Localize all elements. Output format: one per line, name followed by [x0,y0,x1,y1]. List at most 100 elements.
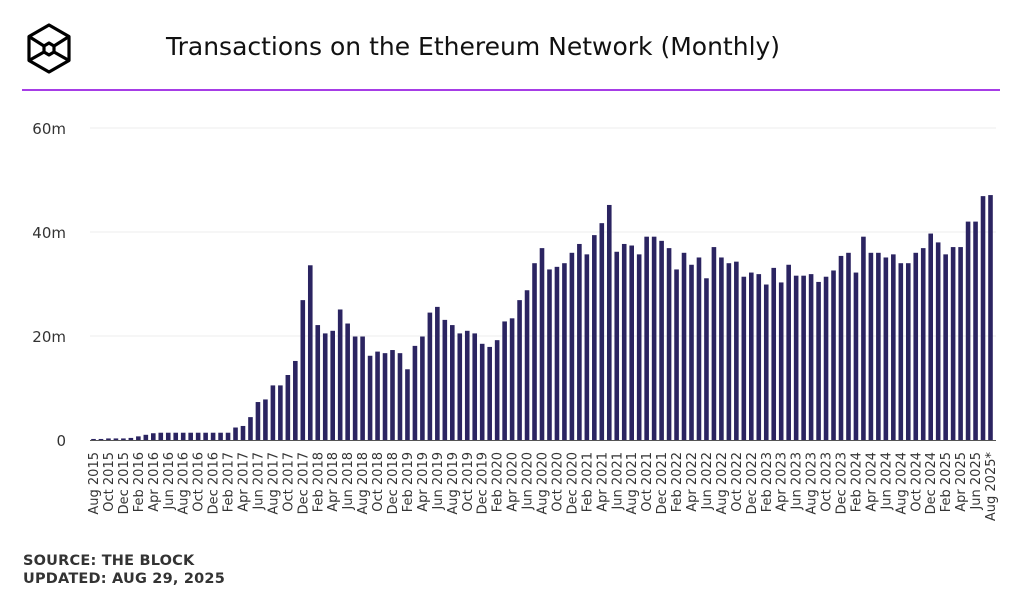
x-tick-label: Oct 2021 [640,452,655,512]
bar [487,346,492,440]
bar [360,336,365,440]
header-divider [22,89,1000,91]
bar [457,333,463,440]
x-tick-label: Jun 2018 [341,452,356,511]
bar [494,340,500,440]
bar [255,402,261,440]
bar [158,432,164,440]
x-tick-label: Jun 2016 [162,452,177,511]
bar [868,252,874,440]
bar [270,385,276,440]
x-tick-label: Dec 2019 [476,452,491,514]
bar [988,195,993,440]
bar [517,300,522,440]
bar [891,254,896,440]
x-tick-label: Aug 2019 [446,452,461,515]
x-tick-label: Aug 2023 [805,452,820,515]
bar [113,438,119,440]
x-tick-label: Aug 2022 [715,452,730,515]
x-tick-label: Aug 2018 [356,452,371,515]
bar [472,333,478,440]
bar [749,272,754,440]
bar [905,263,911,440]
bar [502,321,507,440]
bar [464,330,470,440]
bar [651,236,657,440]
x-tick-label: Oct 2018 [371,452,386,512]
bar [278,385,283,440]
y-tick-label: 60m [32,120,66,138]
bar [263,399,268,440]
bar [307,265,313,440]
bar [629,245,634,440]
bar [569,252,575,440]
x-tick-label: Dec 2018 [386,452,401,514]
bar [412,345,418,440]
x-tick-label: Aug 2025* [984,452,999,522]
bar [106,438,111,440]
bar [233,427,238,440]
bar [592,235,597,440]
chart-title: Transactions on the Ethereum Network (Mo… [166,32,781,61]
y-tick-label: 20m [32,328,66,346]
bar [180,432,186,440]
bar [898,263,904,440]
bar [659,240,664,440]
bar [883,257,889,440]
x-tick-label: Jun 2022 [700,452,715,511]
bar [913,252,919,440]
bar [203,432,208,440]
bar [322,333,328,440]
bar [225,432,231,440]
x-tick-label: Aug 2021 [625,452,640,515]
bar [367,355,373,440]
bar [741,276,747,440]
bar [554,266,560,440]
x-tick-label: Oct 2024 [909,452,924,512]
bar [390,350,395,440]
bar [524,290,530,440]
bar [674,269,679,440]
x-tick-label: Jun 2025 [969,452,984,511]
x-tick-label: Dec 2021 [655,452,670,514]
x-tick-label: Dec 2015 [117,452,132,514]
bar [838,255,844,440]
y-tick-label: 40m [32,224,66,242]
bar [405,369,410,440]
bar [943,254,948,440]
bar [950,247,956,440]
bar [816,281,821,440]
bar [644,236,649,440]
bar [606,204,612,440]
bar [173,432,179,440]
bar [315,325,321,440]
bar [435,306,440,440]
bar [599,223,605,440]
bar [427,312,433,440]
x-tick-label: Aug 2016 [177,452,192,515]
x-tick-label: Feb 2024 [849,452,864,512]
x-tick-label: Jun 2020 [521,452,536,511]
the-block-logo-icon [27,23,71,74]
bar [861,236,866,440]
x-tick-label: Oct 2017 [281,452,296,512]
bar [143,434,149,440]
x-tick-label: Oct 2016 [192,452,207,512]
x-tick-label: Jun 2017 [251,452,266,511]
x-tick-label: Jun 2024 [879,452,894,511]
bar [151,433,156,440]
bar [121,438,126,440]
bar [801,275,806,440]
bar [188,432,193,440]
bar [958,247,963,440]
bar [689,264,694,440]
bar [876,252,881,440]
x-tick-label: Oct 2022 [730,452,745,512]
bar [726,263,732,440]
bar [337,309,343,440]
x-tick-label: Dec 2023 [835,452,850,514]
bar [621,243,627,440]
x-tick-label: Apr 2023 [775,452,790,512]
bar [704,278,709,440]
bar [771,267,777,440]
